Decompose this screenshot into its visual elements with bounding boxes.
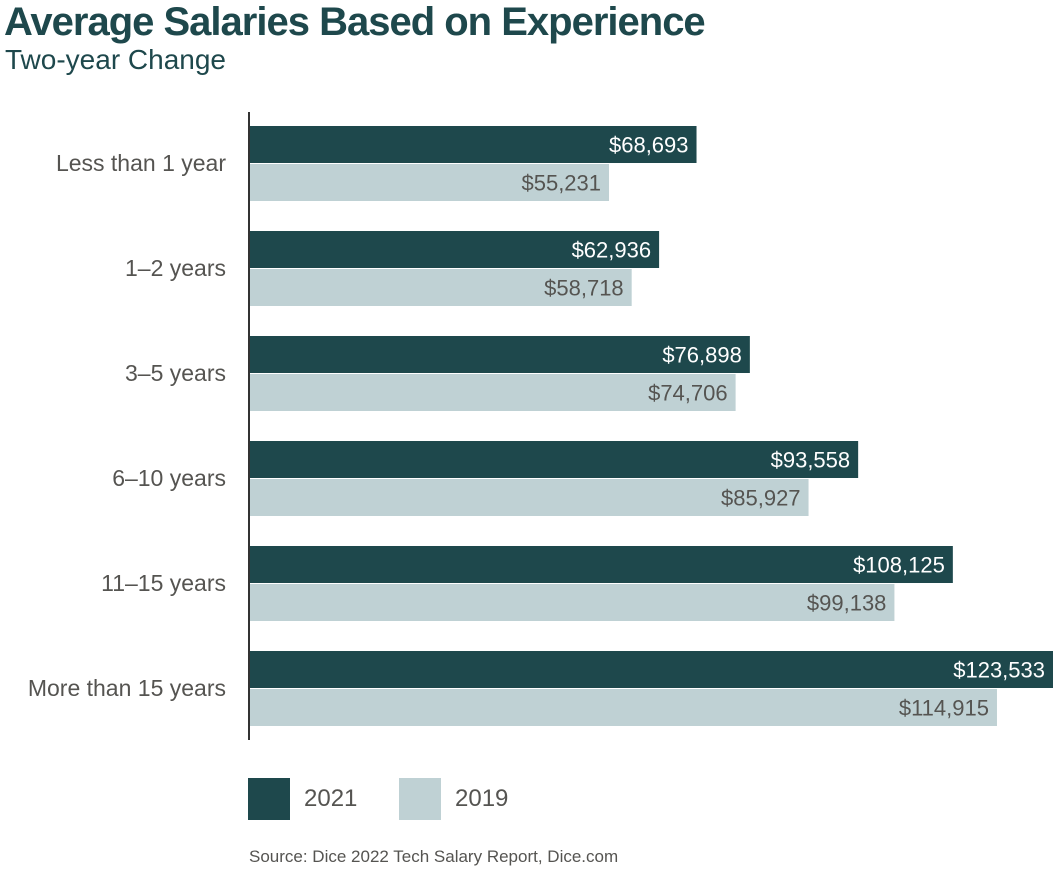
bar-2019-1	[250, 269, 632, 306]
bar-2019-3	[250, 479, 809, 516]
chart-subtitle: Two-year Change	[5, 44, 227, 75]
data-label-2021-4: $108,125	[853, 553, 945, 578]
data-label-2021-3: $93,558	[771, 448, 851, 473]
data-label-2021-0: $68,693	[609, 133, 689, 158]
bar-2019-4	[250, 584, 895, 621]
bar-2021-0	[250, 126, 697, 163]
bar-2019-5	[250, 689, 997, 726]
legend-item-2019: 2019	[399, 778, 508, 820]
data-label-2019-3: $85,927	[721, 486, 801, 511]
legend-swatch-2021	[248, 778, 290, 820]
category-label: 1–2 years	[125, 255, 226, 281]
data-label-2019-4: $99,138	[807, 591, 887, 616]
bar-2021-1	[250, 231, 660, 268]
source-note: Source: Dice 2022 Tech Salary Report, Di…	[249, 847, 619, 866]
data-label-2019-0: $55,231	[521, 171, 601, 196]
chart-title: Average Salaries Based on Experience	[4, 0, 706, 44]
legend-item-2021: 2021	[248, 778, 357, 820]
category-label: 11–15 years	[101, 570, 226, 596]
legend-label-2019: 2019	[455, 785, 509, 812]
category-label: More than 15 years	[28, 675, 226, 701]
data-label-2021-2: $76,898	[662, 343, 742, 368]
data-label-2021-5: $123,533	[953, 658, 1045, 683]
data-label-2019-2: $74,706	[648, 381, 728, 406]
bar-2019-2	[250, 374, 736, 411]
category-label: Less than 1 year	[56, 150, 226, 176]
bar-2021-3	[250, 441, 859, 478]
bar-2021-4	[250, 546, 953, 583]
data-label-2019-5: $114,915	[899, 696, 989, 721]
legend-swatch-2019	[399, 778, 441, 820]
legend-label-2021: 2021	[304, 785, 358, 812]
bar-2021-5	[250, 651, 1053, 688]
category-label: 6–10 years	[112, 465, 226, 491]
data-label-2019-1: $58,718	[544, 276, 624, 301]
bar-2021-2	[250, 336, 750, 373]
bar-2019-0	[250, 164, 610, 201]
data-label-2021-1: $62,936	[572, 238, 652, 263]
category-label: 3–5 years	[125, 360, 226, 386]
